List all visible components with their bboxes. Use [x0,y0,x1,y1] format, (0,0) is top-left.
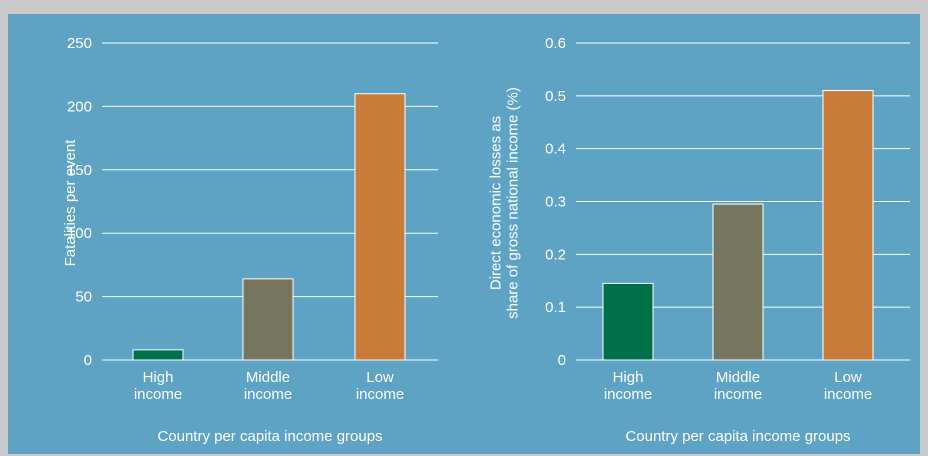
y-axis-title: Direct economic losses asshare of gross … [488,87,522,319]
x-category-label: Middle income [714,369,762,403]
x-category-label: Middle income [244,369,292,403]
y-tick-label: 0 [558,352,566,369]
y-tick-label: 0.2 [545,246,566,263]
figure-panel [8,14,920,454]
y-tick-label: 0.4 [545,141,566,158]
y-tick-label: 200 [67,98,92,115]
y-tick-label: 0 [84,352,92,369]
y-tick-label: 250 [67,35,92,52]
bar [132,349,184,361]
y-tick-label: 150 [67,162,92,179]
y-tick-label: 100 [67,225,92,242]
y-tick-label: 0.5 [545,88,566,105]
bar [242,278,294,361]
y-axis-title: Fatalities per event [62,139,79,267]
y-tick-label: 0.1 [545,299,566,316]
bar [822,90,874,361]
bar [602,282,654,361]
bar [712,203,764,361]
x-category-label: Low income [824,369,872,403]
x-axis-title: Country per capita income groups [157,428,382,445]
economic-losses-chart: 0 0.1 0.2 0.3 0.4 0.5 0.6 High income Middle incom… [488,35,910,445]
x-category-label: Low income [356,369,404,403]
x-category-label: High income [134,369,182,403]
fatalities-chart: 0 50 100 150 200 250 High income Middle income Low… [62,35,438,445]
bar [354,93,406,361]
x-axis-title: Country per capita income groups [625,428,850,445]
y-tick-label: 0.6 [545,35,566,52]
x-category-label: High income [604,369,652,403]
y-tick-label: 50 [75,289,92,306]
y-tick-label: 0.3 [545,194,566,211]
